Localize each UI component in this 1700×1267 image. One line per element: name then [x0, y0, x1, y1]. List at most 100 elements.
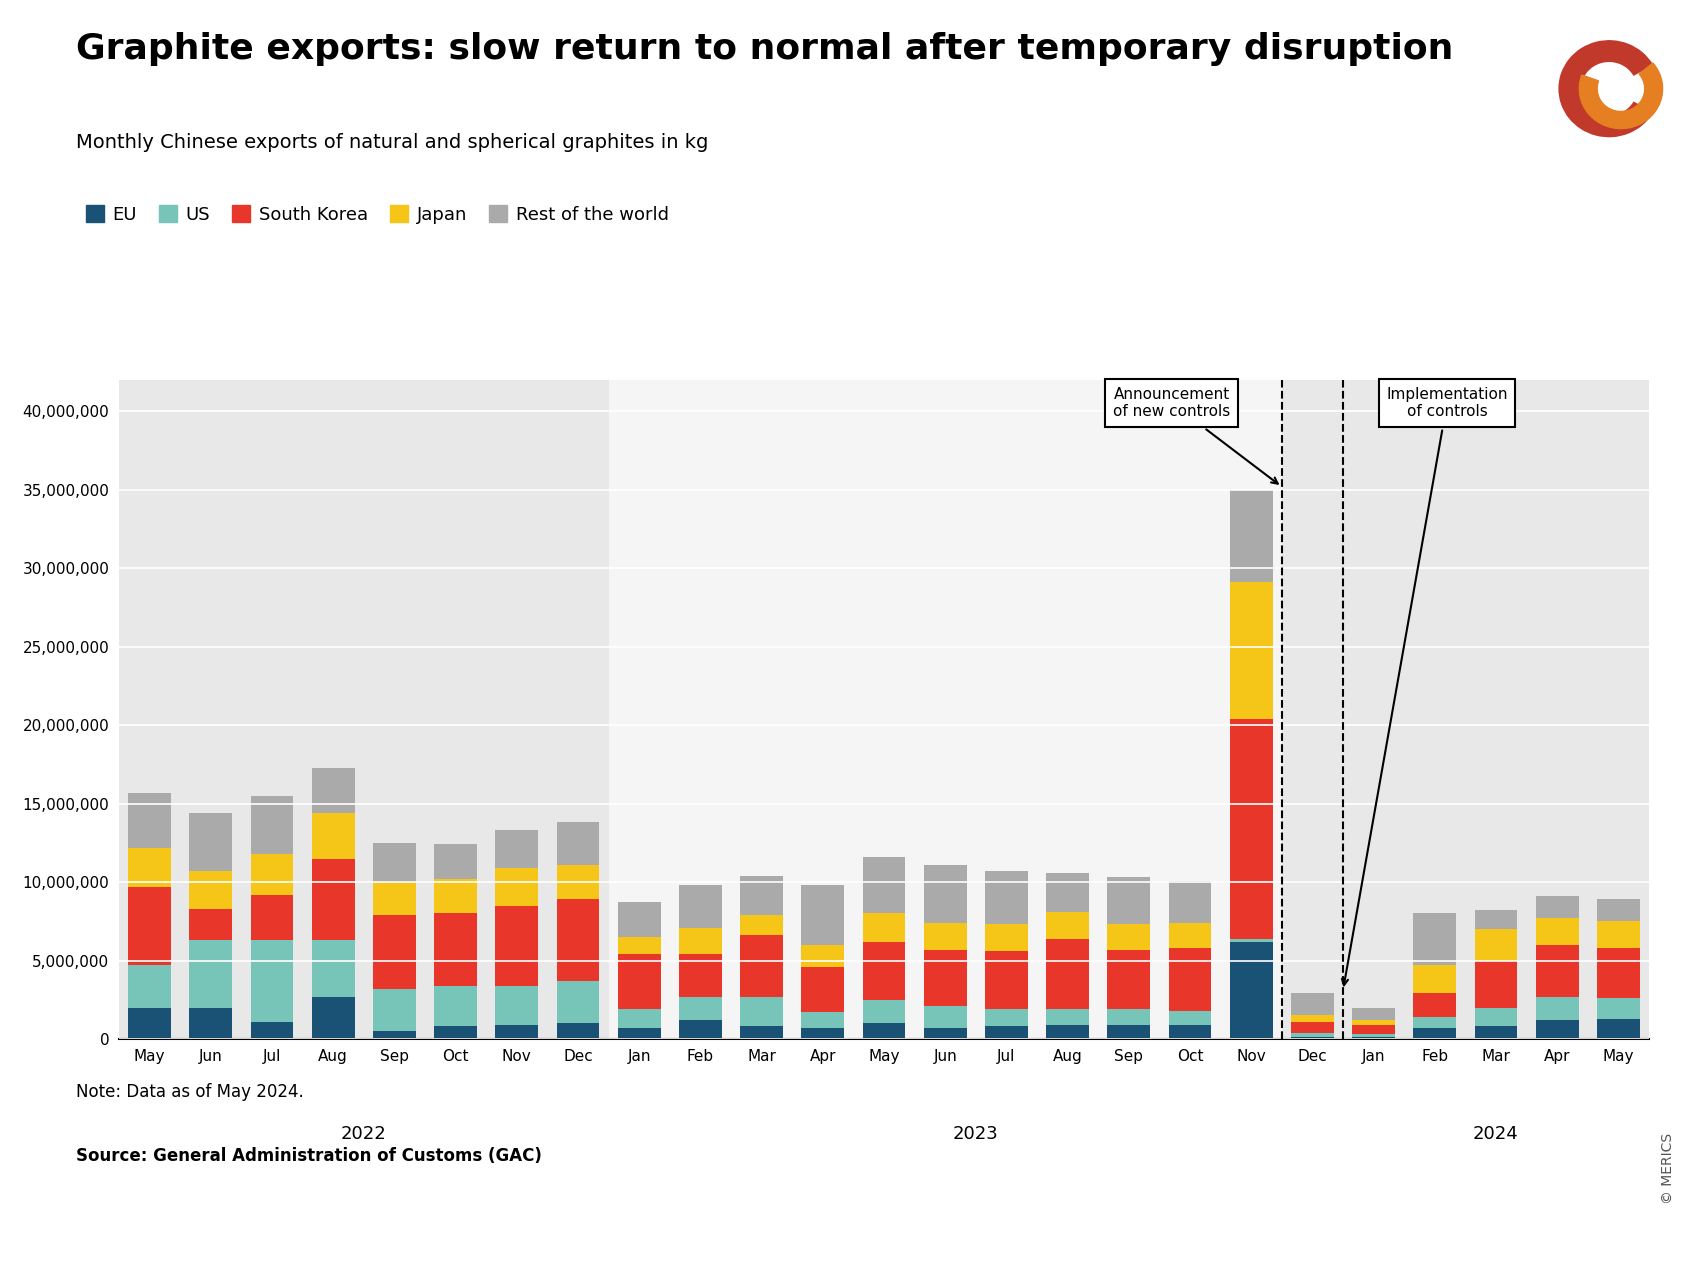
Wedge shape [1559, 41, 1652, 137]
Bar [1413, 914, 1457, 965]
Bar [1046, 1025, 1090, 1039]
Legend: EU, US, South Korea, Japan, Rest of the world: EU, US, South Korea, Japan, Rest of the … [85, 205, 670, 224]
Bar [1229, 939, 1273, 941]
Bar [617, 902, 661, 938]
Bar [1290, 993, 1334, 1015]
Bar [1352, 1007, 1396, 1020]
Bar [1352, 1020, 1396, 1025]
Text: Graphite exports: slow return to normal after temporary disruption: Graphite exports: slow return to normal … [76, 32, 1454, 66]
Bar [862, 856, 906, 914]
Text: 2024: 2024 [1474, 1125, 1518, 1143]
Bar [1107, 925, 1151, 949]
Bar [678, 1020, 722, 1039]
Bar [1046, 939, 1090, 1009]
Bar [372, 988, 416, 1031]
Bar [1168, 948, 1212, 1011]
Bar [984, 1009, 1028, 1026]
Wedge shape [1579, 63, 1663, 128]
Text: 2022: 2022 [342, 1125, 386, 1143]
Bar [862, 941, 906, 1000]
Bar [128, 848, 172, 887]
Bar [495, 868, 539, 906]
Bar [1168, 922, 1212, 948]
Bar [923, 949, 967, 1006]
Bar [1282, 380, 1649, 1039]
Bar [1290, 1033, 1334, 1038]
Bar [495, 1025, 539, 1039]
Bar [923, 1028, 967, 1039]
Bar [862, 914, 906, 941]
Bar [556, 981, 600, 1024]
Bar [1413, 1028, 1457, 1039]
Bar [740, 875, 784, 915]
Bar [678, 927, 722, 954]
Bar [617, 954, 661, 1009]
Bar [495, 986, 539, 1025]
Bar [801, 967, 845, 1012]
Bar [801, 1028, 845, 1039]
Bar [556, 900, 600, 981]
Bar [1535, 919, 1579, 945]
Text: Monthly Chinese exports of natural and spherical graphites in kg: Monthly Chinese exports of natural and s… [76, 133, 709, 152]
Text: Implementation
of controls: Implementation of controls [1341, 386, 1508, 986]
Bar [1107, 1025, 1151, 1039]
Bar [250, 1021, 294, 1039]
Bar [617, 1009, 661, 1028]
Bar [1046, 873, 1090, 912]
Bar [740, 997, 784, 1026]
Bar [311, 768, 355, 813]
Bar [495, 830, 539, 868]
Bar [1474, 910, 1518, 929]
Text: Note: Data as of May 2024.: Note: Data as of May 2024. [76, 1083, 304, 1101]
Bar [372, 882, 416, 915]
Bar [609, 380, 1282, 1039]
Bar [1168, 1025, 1212, 1039]
Bar [1107, 877, 1151, 925]
Bar [250, 854, 294, 895]
Bar [250, 895, 294, 940]
Bar [1596, 998, 1640, 1019]
Bar [923, 922, 967, 949]
Text: 2023: 2023 [954, 1125, 998, 1143]
Bar [678, 954, 722, 997]
Bar [128, 793, 172, 848]
Bar [1474, 1026, 1518, 1039]
Bar [372, 1031, 416, 1039]
Bar [1168, 1011, 1212, 1025]
Bar [740, 915, 784, 935]
Bar [1290, 1038, 1334, 1039]
Bar [189, 1007, 233, 1039]
Bar [1229, 490, 1273, 583]
Bar [434, 986, 478, 1026]
Bar [1168, 881, 1212, 922]
Bar [1474, 960, 1518, 1007]
Bar [1474, 1007, 1518, 1026]
Bar [189, 813, 233, 872]
Bar [801, 886, 845, 945]
Bar [1352, 1025, 1396, 1034]
Bar [1229, 941, 1273, 1039]
Bar [1352, 1034, 1396, 1038]
Bar [984, 925, 1028, 952]
Bar [1596, 921, 1640, 948]
Bar [1046, 912, 1090, 939]
Bar [1107, 1009, 1151, 1025]
Bar [1535, 997, 1579, 1020]
Text: © MERICS: © MERICS [1661, 1133, 1674, 1204]
Bar [434, 879, 478, 914]
Bar [862, 1000, 906, 1024]
Bar [1596, 900, 1640, 921]
Bar [556, 865, 600, 900]
Bar [923, 1006, 967, 1028]
Bar [984, 952, 1028, 1009]
Bar [434, 1026, 478, 1039]
Bar [119, 380, 609, 1039]
Bar [1474, 929, 1518, 960]
Bar [1413, 1017, 1457, 1028]
Bar [1290, 1015, 1334, 1021]
Bar [189, 908, 233, 940]
Bar [617, 1028, 661, 1039]
Bar [250, 940, 294, 1021]
Bar [1535, 896, 1579, 919]
Bar [1596, 1019, 1640, 1039]
